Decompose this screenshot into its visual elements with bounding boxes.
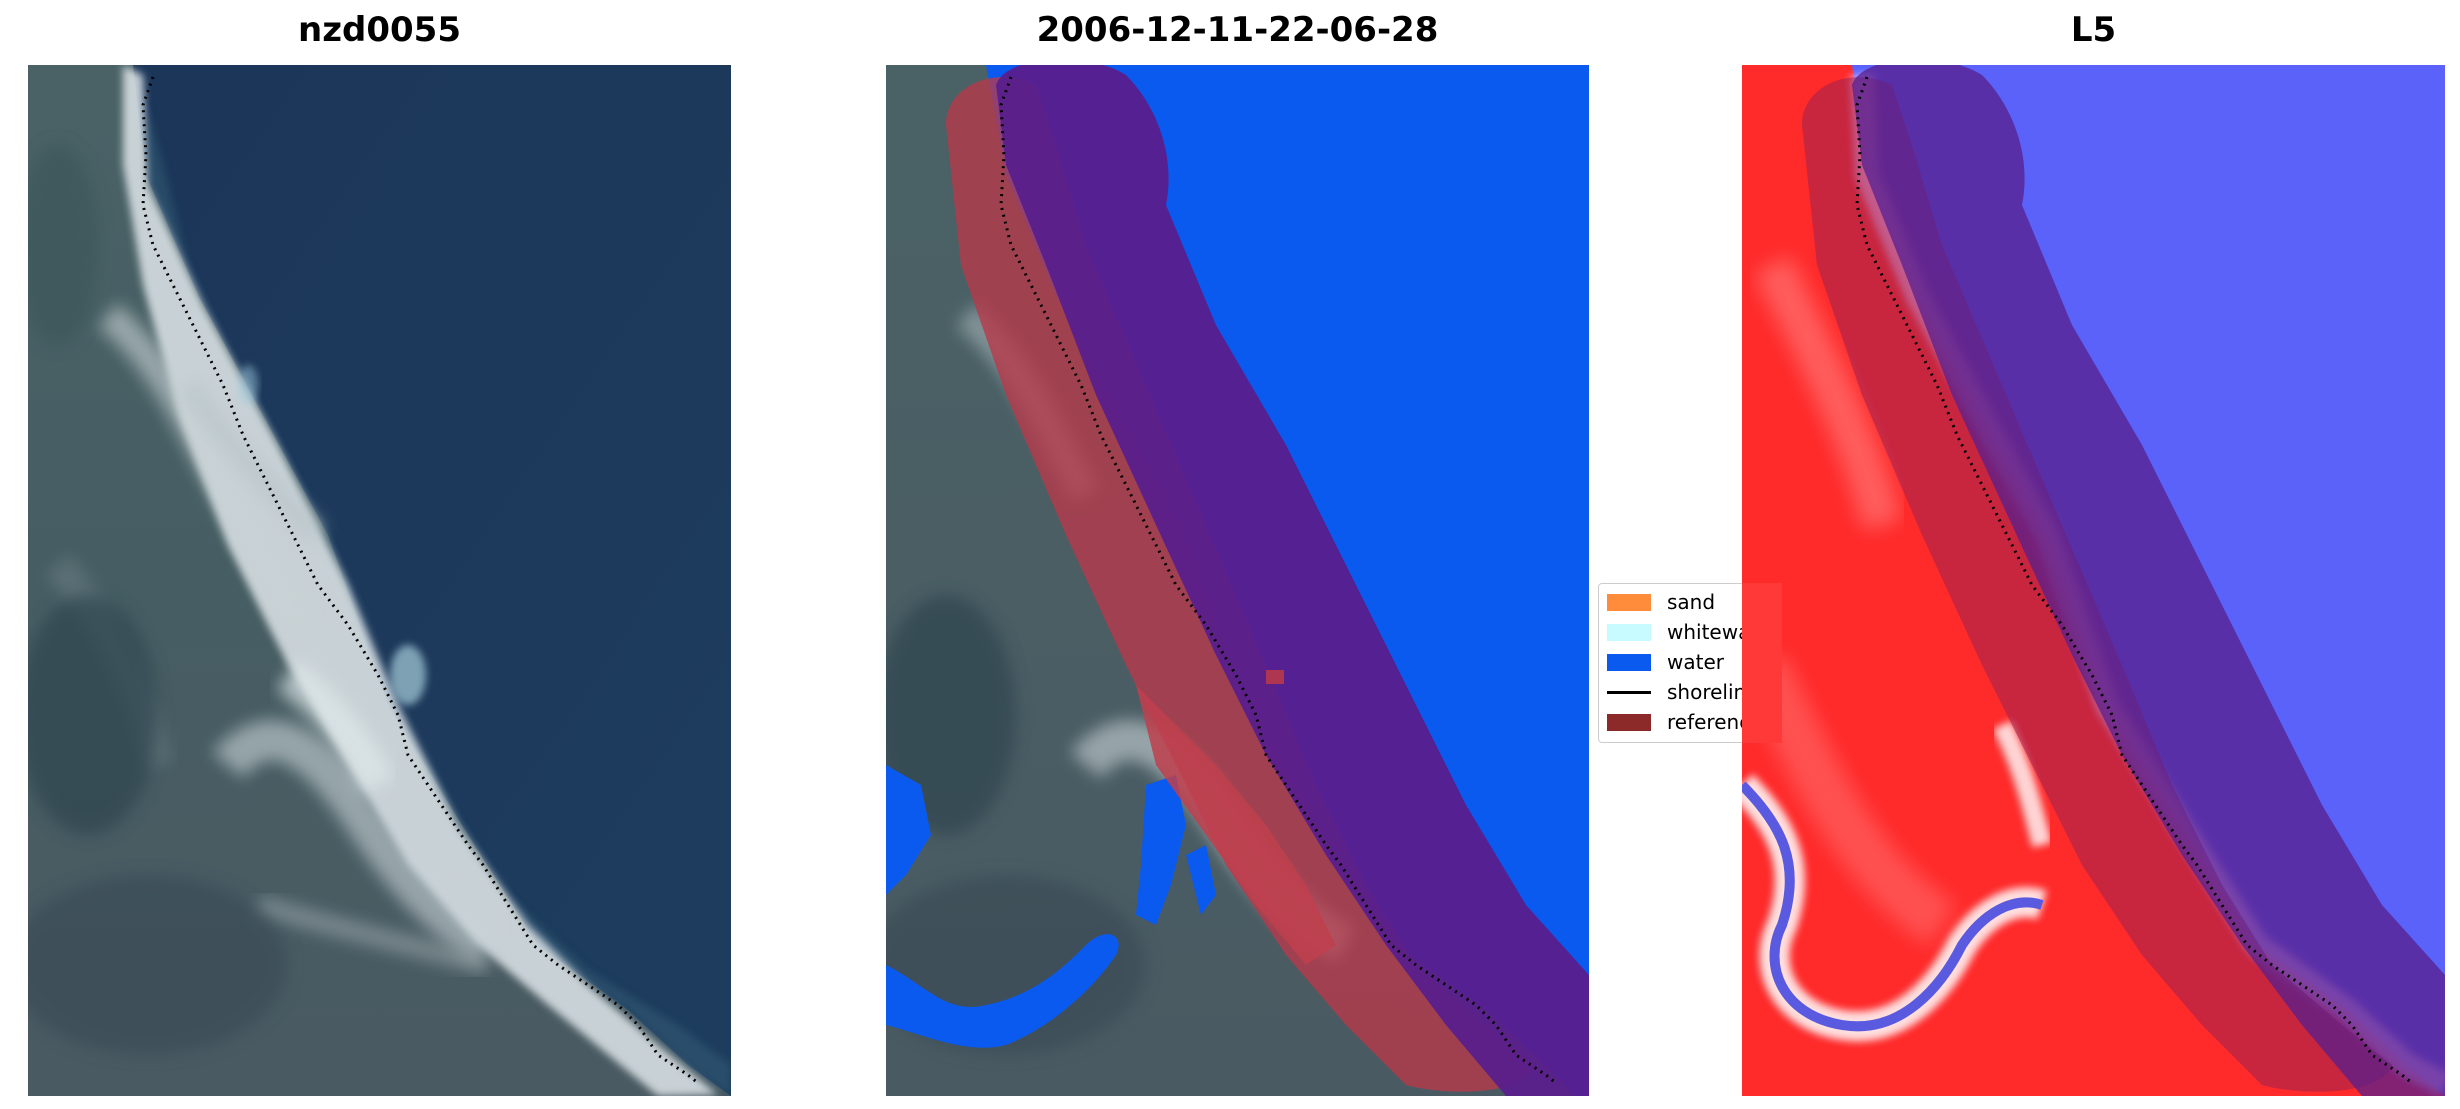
index-image-panel [1742, 65, 2445, 1096]
legend-label-shoreline: shoreline [1667, 680, 1746, 704]
legend-item-shoreline: shoreline [1607, 678, 1746, 706]
legend-swatch-whitewater [1607, 623, 1651, 641]
legend-item-water: water [1607, 648, 1724, 676]
classified-image [886, 65, 1589, 1096]
legend-label-sand: sand [1667, 590, 1716, 614]
panel-title-rgb: nzd0055 [298, 10, 461, 50]
legend-line-shoreline [1607, 690, 1651, 694]
legend-label-whitewater: whitewater [1667, 620, 1745, 644]
panel-title-classified: 2006-12-11-22-06-28 [1036, 10, 1439, 50]
legend-swatch-sand [1607, 593, 1651, 611]
panel-title-index: L5 [2070, 10, 2117, 50]
legend-item-reference: reference [1607, 708, 1745, 736]
classified-image-panel [886, 65, 1589, 1096]
legend-label-reference: reference [1667, 710, 1745, 734]
legend-swatch-water [1607, 653, 1651, 671]
legend-item-sand: sand [1607, 588, 1715, 616]
legend-label-water: water [1667, 650, 1724, 674]
rgb-image [28, 65, 731, 1096]
legend-item-whitewater: whitewater [1607, 618, 1745, 646]
legend-swatch-reference [1607, 713, 1651, 731]
index-image [1742, 65, 2445, 1096]
classification-legend: sand whitewater water shoreline referenc… [1598, 583, 1746, 743]
rgb-image-panel [28, 65, 731, 1096]
